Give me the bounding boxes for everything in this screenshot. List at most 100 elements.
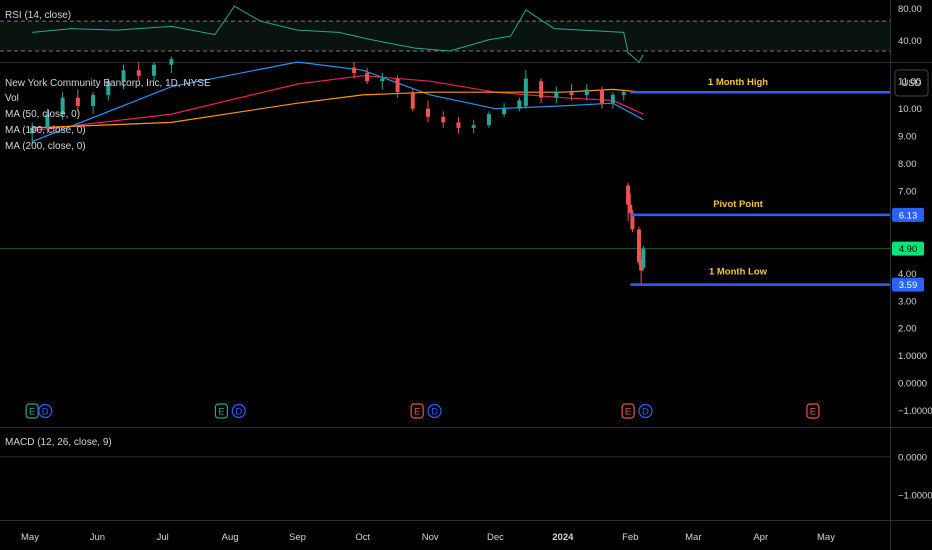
candle-body — [569, 92, 574, 95]
candle-body — [151, 64, 156, 76]
price-tick-label: 9.00 — [898, 132, 917, 143]
candle — [136, 62, 141, 82]
earnings-badge — [806, 403, 820, 419]
candle-body — [628, 204, 633, 213]
candle — [441, 111, 446, 128]
candle-body — [30, 127, 35, 134]
dividend-letter: D — [642, 407, 649, 418]
rsi-pane: RSI (14, close) 80.00 40.00 — [0, 4, 922, 63]
earnings-badge — [214, 403, 228, 419]
price-tick-label: 0.0000 — [898, 379, 927, 390]
candle — [599, 86, 604, 109]
dividend-badge — [427, 403, 442, 419]
time-tick-label: Nov — [422, 532, 439, 543]
candle-body — [621, 92, 626, 95]
candle — [628, 193, 633, 216]
candle-body — [523, 78, 528, 106]
candle — [539, 78, 544, 104]
rsi-axis-40: 40.00 — [898, 36, 922, 47]
level-label: 1 Month High — [708, 77, 768, 88]
level-price-tag-text: 6.13 — [899, 210, 918, 221]
candle-body — [539, 81, 544, 98]
time-tick-label: Jul — [157, 532, 169, 543]
candle-body — [584, 89, 589, 95]
dividend-marker[interactable]: D — [638, 403, 653, 419]
candle-body — [641, 248, 646, 268]
candle-body — [91, 94, 96, 106]
dividend-marker[interactable]: D — [38, 403, 53, 419]
level-label: 1 Month Low — [709, 267, 768, 278]
candle — [60, 92, 65, 120]
candle — [630, 210, 635, 233]
time-tick-label: May — [21, 532, 39, 543]
ticker-title: New York Community Bancorp, Inc, 1D, NYS… — [5, 78, 211, 89]
time-tick-label: Jun — [90, 532, 105, 543]
earnings-marker[interactable]: E — [25, 403, 39, 419]
dividend-marker[interactable]: D — [231, 403, 246, 419]
dividend-letter: D — [235, 407, 242, 418]
earnings-marker[interactable]: E — [410, 403, 424, 419]
earnings-marker[interactable]: E — [806, 403, 820, 419]
candle — [395, 75, 400, 98]
dividend-marker[interactable]: D — [427, 403, 442, 419]
price-tick-label: 1.0000 — [898, 351, 927, 362]
candle — [621, 89, 626, 101]
price-tick-label: −1.0000 — [898, 406, 932, 417]
time-tick-label: Dec — [487, 532, 504, 543]
candle-body — [554, 92, 559, 98]
ma-line — [32, 75, 644, 132]
macd-pane: MACD (12, 26, close, 9) 0.0000 −1.0000 — [0, 437, 932, 502]
moving-average-lines — [31, 61, 644, 143]
legend-ma100: MA (100, close, 0) — [5, 125, 86, 136]
candle — [169, 56, 174, 73]
candle — [471, 119, 476, 134]
time-tick-label: 2024 — [552, 532, 574, 543]
level-price-tag — [892, 207, 924, 222]
candle-body — [365, 72, 370, 82]
candle — [626, 182, 631, 222]
earnings-marker[interactable]: E — [621, 403, 635, 419]
candle — [121, 64, 126, 90]
price-tags: 6.13 3.59 4.90 — [892, 207, 924, 292]
time-tick-label: May — [817, 532, 835, 543]
dividend-letter: D — [42, 407, 49, 418]
candle-body — [626, 185, 631, 205]
macd-axis-neg1: −1.0000 — [898, 491, 932, 502]
candle — [151, 62, 156, 82]
candle — [352, 62, 357, 79]
price-tick-label: 10.00 — [898, 104, 922, 115]
macd-axis-0: 0.0000 — [898, 452, 927, 463]
candle — [45, 108, 50, 134]
candle-body — [639, 262, 644, 271]
candle — [610, 92, 615, 109]
candle — [75, 89, 80, 112]
candle-body — [441, 116, 446, 123]
time-tick-label: Feb — [622, 532, 638, 543]
earnings-marker[interactable]: E — [214, 403, 228, 419]
macd-title: MACD (12, 26, close, 9) — [5, 437, 112, 448]
candle-body — [60, 97, 65, 115]
candle — [486, 111, 491, 128]
rsi-band-fill — [0, 21, 890, 52]
candle-body — [517, 100, 522, 109]
candle — [30, 122, 35, 145]
dividend-badge — [231, 403, 246, 419]
time-axis: May Jun Jul Aug Sep Oct Nov Dec 2024 Feb Mar Apr May — [21, 532, 835, 543]
candle — [365, 67, 370, 84]
price-tick-label: 8.00 — [898, 159, 917, 170]
price-tick-label: 2.00 — [898, 324, 917, 335]
last-price-tag — [892, 241, 924, 256]
legend-ma200: MA (200, close, 0) — [5, 141, 86, 152]
currency-label: USD — [901, 78, 921, 89]
candle-body — [106, 81, 111, 95]
candle — [639, 259, 644, 285]
rsi-line — [32, 5, 644, 63]
candle-body — [610, 94, 615, 104]
currency-selector[interactable]: USD — [894, 69, 929, 97]
candle — [502, 103, 507, 117]
rsi-title: RSI (14, close) — [5, 10, 71, 21]
candle-body — [456, 122, 461, 128]
legend-ma50: MA (50, close, 0) — [5, 109, 80, 120]
